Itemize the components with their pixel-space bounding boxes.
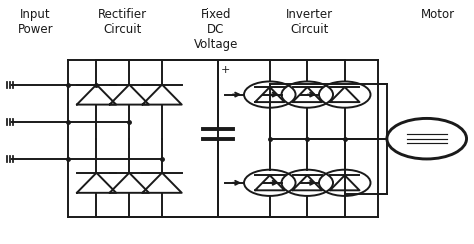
Text: Fixed
DC
Voltage: Fixed DC Voltage [194,8,238,51]
Text: Input
Power: Input Power [18,8,54,36]
Text: Inverter
Circuit: Inverter Circuit [286,8,333,36]
Text: Rectifier
Circuit: Rectifier Circuit [98,8,147,36]
Text: +: + [220,65,230,75]
Text: Motor: Motor [421,8,456,20]
